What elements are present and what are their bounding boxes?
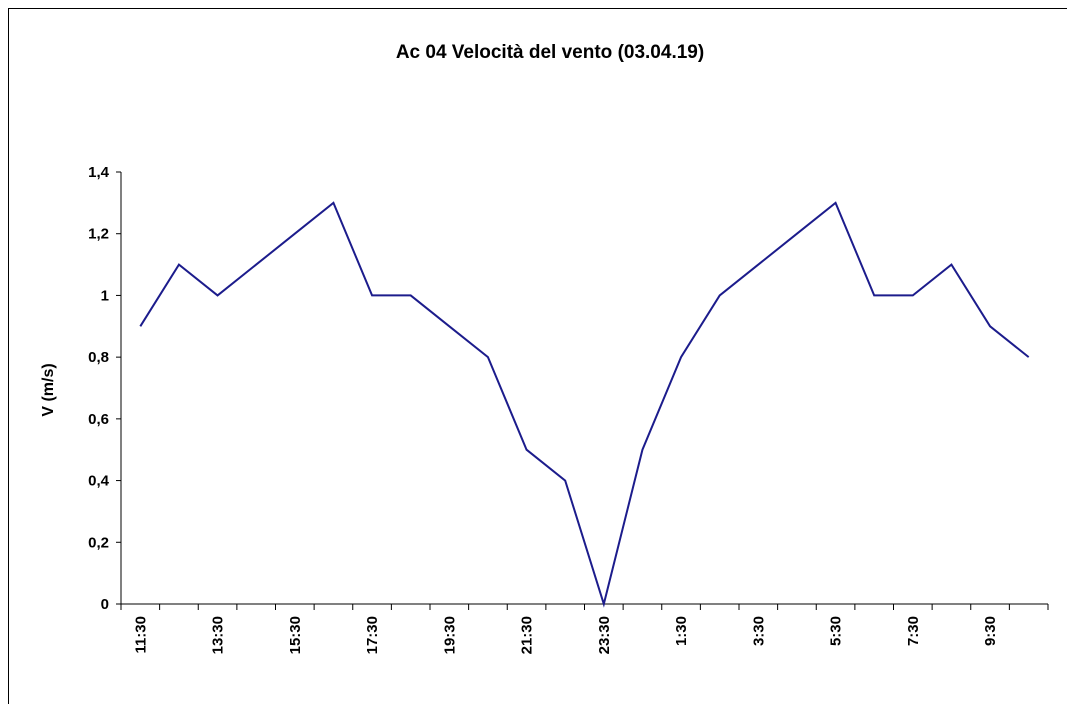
x-tick-label: 17:30 [364,616,381,654]
y-tick-label: 1 [101,287,109,304]
x-tick-label: 9:30 [982,616,999,646]
x-tick-label: 1:30 [673,616,690,646]
x-tick-label: 13:30 [210,616,227,654]
x-tick-label: 5:30 [828,616,845,646]
y-tick-label: 0 [101,596,109,613]
x-tick-label: 19:30 [441,616,458,654]
chart-title: Ac 04 Velocità del vento (03.04.19) [396,42,704,63]
x-tick-label: 7:30 [905,616,922,646]
x-tick-label: 3:30 [750,616,767,646]
y-axis-label: V (m/s) [40,363,57,416]
x-tick-label: 23:30 [596,616,613,654]
y-tick-label: 0,4 [88,473,110,490]
x-tick-label: 21:30 [519,616,536,654]
y-tick-label: 0,2 [88,534,109,551]
y-tick-label: 1,4 [88,164,110,181]
x-tick-label: 15:30 [287,616,304,654]
data-line [139,201,1030,608]
y-tick-label: 0,6 [88,411,109,428]
chart-border [8,8,1067,704]
y-tick-label: 1,2 [88,226,109,243]
x-tick-label: 11:30 [132,616,149,654]
y-tick-label: 0,8 [88,349,109,366]
